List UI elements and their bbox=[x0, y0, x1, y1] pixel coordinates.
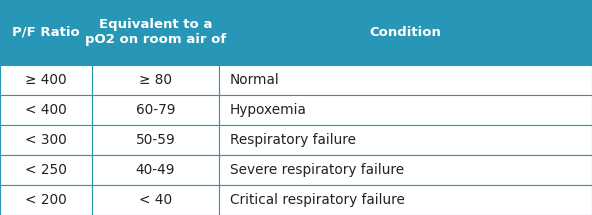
Bar bbox=[92, 0, 219, 64]
Text: 50-59: 50-59 bbox=[136, 133, 175, 147]
Text: ≥ 80: ≥ 80 bbox=[139, 72, 172, 87]
Text: Normal: Normal bbox=[230, 72, 279, 87]
Bar bbox=[92, 185, 219, 215]
Bar bbox=[92, 95, 219, 125]
Text: < 400: < 400 bbox=[25, 103, 67, 117]
Bar bbox=[92, 64, 219, 95]
Text: < 300: < 300 bbox=[25, 133, 67, 147]
Bar bbox=[0, 125, 92, 155]
Bar bbox=[0, 64, 92, 95]
Bar bbox=[219, 185, 592, 215]
Text: Condition: Condition bbox=[369, 26, 442, 39]
Text: < 40: < 40 bbox=[139, 193, 172, 207]
Bar bbox=[219, 95, 592, 125]
Bar bbox=[219, 125, 592, 155]
Bar bbox=[0, 185, 92, 215]
Text: < 250: < 250 bbox=[25, 163, 67, 177]
Text: 40-49: 40-49 bbox=[136, 163, 175, 177]
Bar bbox=[219, 0, 592, 64]
Text: Severe respiratory failure: Severe respiratory failure bbox=[230, 163, 404, 177]
Text: ≥ 400: ≥ 400 bbox=[25, 72, 67, 87]
Bar bbox=[0, 0, 92, 64]
Text: Critical respiratory failure: Critical respiratory failure bbox=[230, 193, 404, 207]
Text: < 200: < 200 bbox=[25, 193, 67, 207]
Bar bbox=[0, 95, 92, 125]
Text: Equivalent to a
pO2 on room air of: Equivalent to a pO2 on room air of bbox=[85, 18, 226, 46]
Bar bbox=[219, 64, 592, 95]
Bar bbox=[0, 155, 92, 185]
Text: P/F Ratio: P/F Ratio bbox=[12, 26, 80, 39]
Text: Respiratory failure: Respiratory failure bbox=[230, 133, 356, 147]
Bar bbox=[92, 125, 219, 155]
Bar bbox=[219, 155, 592, 185]
Text: 60-79: 60-79 bbox=[136, 103, 175, 117]
Text: Hypoxemia: Hypoxemia bbox=[230, 103, 307, 117]
Bar bbox=[92, 155, 219, 185]
